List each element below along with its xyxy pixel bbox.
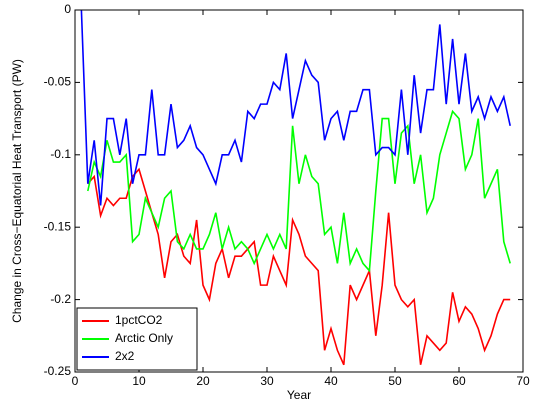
y-tick-label: -0.1 (50, 147, 71, 161)
x-tick-label: 10 (132, 374, 146, 388)
legend-label: Arctic Only (115, 331, 173, 345)
x-tick-label: 70 (516, 374, 530, 388)
y-tick-label: -0.15 (44, 219, 72, 233)
y-axis-label: Change in Cross−Equatorial Heat Transpor… (10, 59, 24, 323)
legend-label: 1pctCO2 (115, 313, 163, 327)
plot-frame (74, 9, 524, 373)
series-line (80, 9, 511, 206)
legend-label: 2x2 (115, 349, 135, 363)
x-tick-label: 0 (72, 374, 79, 388)
x-tick-label: 30 (260, 374, 274, 388)
x-tick-label: 50 (388, 374, 402, 388)
x-axis-label: Year (287, 388, 311, 402)
x-tick-label: 20 (196, 374, 210, 388)
legend-box (76, 307, 198, 371)
x-tick-label: 40 (324, 374, 338, 388)
series-line (87, 109, 511, 273)
y-tick-label: -0.25 (44, 364, 72, 378)
y-tick-label: -0.2 (50, 292, 71, 306)
y-tick-label: 0 (64, 2, 71, 16)
x-tick-label: 60 (452, 374, 466, 388)
y-tick-label: -0.05 (44, 75, 72, 89)
series-line (87, 167, 511, 366)
